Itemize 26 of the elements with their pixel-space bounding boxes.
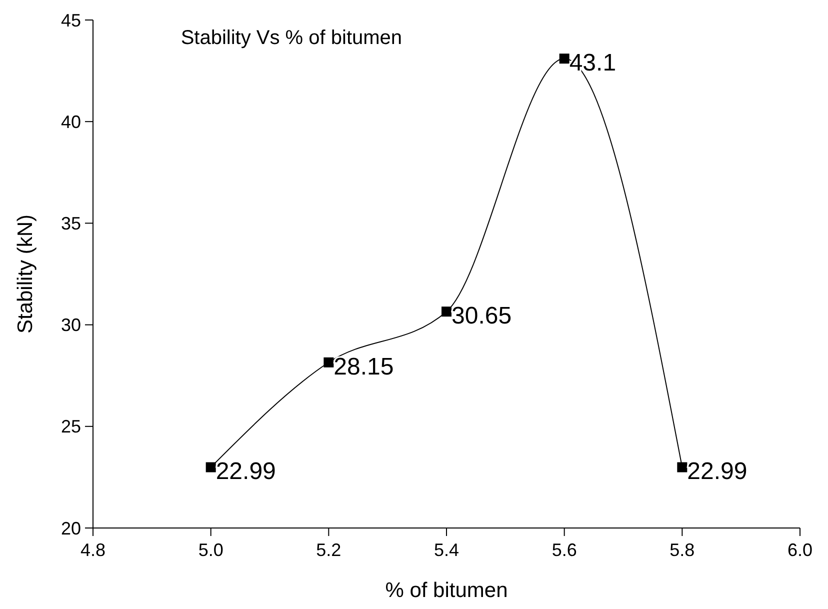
y-axis-title: Stability (kN) bbox=[14, 214, 37, 334]
point bbox=[442, 306, 452, 317]
y-tick-label: 35 bbox=[60, 214, 81, 234]
data-label: 43.1 bbox=[569, 50, 616, 77]
chart-title: Stability Vs % of bitumen bbox=[180, 27, 402, 49]
x-tick-label: 5.2 bbox=[316, 540, 342, 560]
y-tick-label: 20 bbox=[60, 518, 81, 538]
data-label: 30.65 bbox=[452, 302, 512, 330]
y-tick-label: 45 bbox=[60, 10, 81, 30]
x-tick-label: 4.8 bbox=[80, 540, 106, 560]
x-axis-title: % of bitumen bbox=[385, 579, 508, 602]
x-tick-label: 5.6 bbox=[552, 540, 577, 560]
x-tick-label: 5.8 bbox=[670, 540, 695, 560]
data-label: 22.99 bbox=[216, 458, 276, 486]
x-tick-label: 5.0 bbox=[198, 540, 224, 560]
point bbox=[324, 357, 334, 368]
point bbox=[559, 54, 570, 64]
x-tick-label: 6.0 bbox=[787, 540, 813, 560]
data-label: 22.99 bbox=[687, 458, 748, 486]
y-tick-label: 30 bbox=[60, 315, 81, 336]
point bbox=[206, 462, 216, 472]
data-label: 28.15 bbox=[334, 353, 394, 380]
point bbox=[677, 462, 688, 472]
y-tick-label: 25 bbox=[60, 416, 81, 437]
x-tick-label: 5.4 bbox=[434, 540, 460, 560]
y-tick-label: 40 bbox=[60, 112, 81, 132]
